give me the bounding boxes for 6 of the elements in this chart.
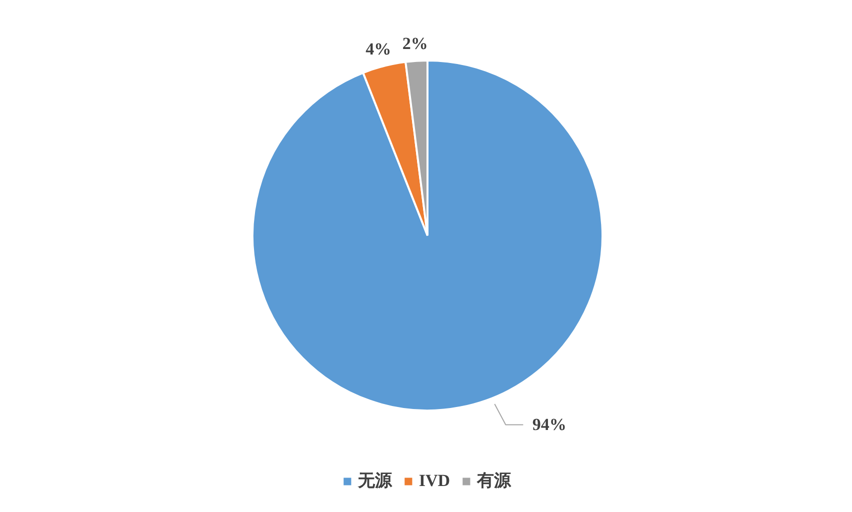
data-label: 4% [366,40,392,59]
legend-label: 有源 [477,470,512,492]
data-label: 2% [402,34,428,53]
legend-label: IVD [418,470,450,490]
legend-label: 无源 [358,470,392,492]
data-label: 94% [532,415,566,434]
